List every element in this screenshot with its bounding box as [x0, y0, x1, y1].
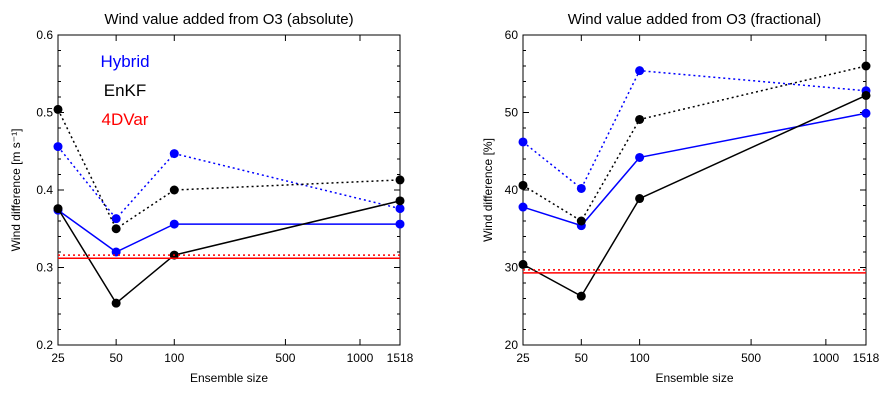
hybrid-solid-point [635, 152, 645, 162]
hybrid-solid-point [518, 202, 528, 212]
x-tick-label: 500 [741, 351, 761, 365]
enkf-dotted-point [53, 104, 63, 114]
x-tick-label: 500 [275, 351, 295, 365]
hybrid-solid-line [57, 209, 400, 253]
y-tick-label: 50 [505, 106, 519, 120]
y-tick-label: 0.2 [36, 338, 53, 352]
y-tick-label: 0.6 [36, 28, 53, 42]
enkf-solid-point [111, 298, 121, 308]
chart-title: Wind value added from O3 (fractional) [568, 11, 821, 28]
enkf-solid-point [53, 204, 63, 214]
hybrid-solid-point [861, 108, 871, 118]
enkf-solid-line [522, 94, 867, 298]
enkf-solid-point [395, 196, 405, 206]
x-tick-label: 100 [164, 351, 184, 365]
hybrid-dotted-line [522, 69, 867, 190]
y-tick-label: 0.3 [36, 261, 53, 275]
hybrid-solid-point [111, 247, 121, 257]
x-tick-label: 100 [630, 351, 650, 365]
y-tick-label: 0.4 [36, 183, 53, 197]
chart-panel-1: Wind value added from O3 (absolute) 0.2 0.… [9, 11, 414, 385]
hybrid-dotted-point [576, 183, 586, 193]
x-tick-label: 25 [51, 351, 65, 365]
hybrid-solid-point [169, 219, 179, 229]
x-tick-label: 1518 [853, 351, 880, 365]
enkf-dotted-point [169, 185, 179, 195]
x-tick-label: 1000 [347, 351, 374, 365]
plot-frame [522, 34, 867, 346]
y-tick-label: 0.5 [36, 106, 53, 120]
hybrid-dotted-point [518, 137, 528, 147]
y-tick-label: 20 [505, 338, 519, 352]
hybrid-dotted-point [53, 142, 63, 152]
y-tick-label: 30 [505, 261, 519, 275]
chart-title: Wind value added from O3 (absolute) [104, 11, 353, 28]
y-axis-label: Wind difference [m s⁻¹] [9, 129, 23, 252]
hybrid-dotted-point [635, 66, 645, 76]
enkf-dotted-point [861, 61, 871, 71]
y-tick-label: 40 [505, 183, 519, 197]
x-axis-label: Ensemble size [190, 371, 268, 385]
hybrid-dotted-point [169, 149, 179, 159]
chart-panel-2: Wind value added from O3 (fractional) 20 3… [481, 11, 880, 385]
enkf-dotted-point [395, 175, 405, 185]
y-tick-label: 60 [505, 28, 519, 42]
enkf-dotted-line [522, 65, 867, 223]
enkf-dotted-point [635, 114, 645, 124]
hybrid-dotted-point [395, 204, 405, 214]
hybrid-solid-line [522, 112, 867, 227]
x-axis-label: Ensemble size [655, 371, 733, 385]
enkf-solid-point [861, 90, 871, 100]
x-tick-label: 50 [575, 351, 589, 365]
enkf-dotted-point [576, 216, 586, 226]
hybrid-solid-point [395, 219, 405, 229]
enkf-dotted-point [518, 180, 528, 190]
enkf-dotted-line [57, 109, 401, 230]
x-tick-label: 1518 [387, 351, 414, 365]
legend-entry-4dvar: 4DVar [102, 110, 149, 129]
legend-entry-enkf: EnKF [104, 81, 147, 100]
enkf-solid-point [518, 259, 528, 269]
enkf-solid-point [635, 194, 645, 204]
x-tick-label: 50 [109, 351, 123, 365]
enkf-solid-line [57, 200, 401, 305]
enkf-dotted-point [111, 224, 121, 234]
legend-entry-hybrid: Hybrid [100, 52, 149, 71]
enkf-solid-point [576, 291, 586, 301]
y-axis-label: Wind difference [%] [481, 138, 495, 242]
hybrid-dotted-point [111, 214, 121, 224]
hybrid-dotted-line [57, 146, 401, 220]
x-tick-label: 25 [516, 351, 530, 365]
x-tick-label: 1000 [813, 351, 840, 365]
